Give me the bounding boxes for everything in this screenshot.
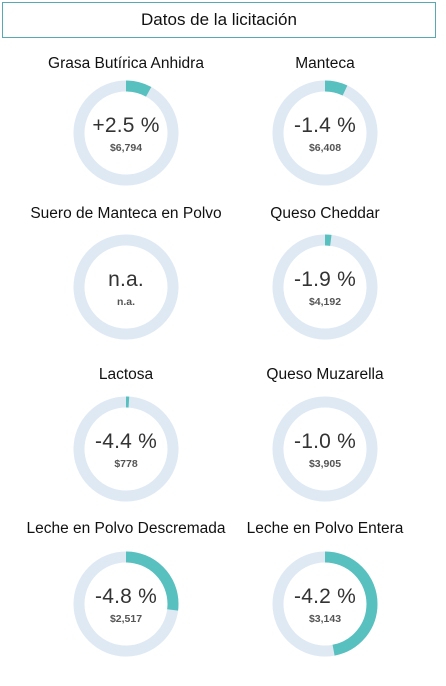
donut-leche-en-polvo-entera: -4.2 % $3,143 (270, 549, 380, 659)
donut-svg (73, 80, 179, 186)
donut-suero-de-manteca-en-polvo: n.a. n.a. (71, 232, 181, 342)
donut-label-lactosa: Lactosa (98, 366, 154, 383)
donut-price-value: $2,517 (109, 613, 143, 625)
donut-queso-cheddar: -1.9 % $4,192 (270, 232, 380, 342)
donut-price-value: $3,143 (308, 613, 342, 625)
donut-label-queso-cheddar: Queso Cheddar (270, 205, 380, 222)
donut-change-value: -1.9 % (294, 268, 356, 291)
donut-change-value: -4.8 % (95, 585, 157, 608)
donut-label-grasa-butirica-anhidra: Grasa Butírica Anhidra (48, 55, 204, 72)
donut-svg (272, 396, 378, 502)
donut-price-value: $6,794 (109, 142, 143, 154)
donut-fill-arc (272, 80, 378, 186)
donut-fill-arc (272, 234, 378, 340)
page-title: Datos de la licitación (2, 2, 436, 38)
donut-label-leche-en-polvo-descremada: Leche en Polvo Descremada (26, 520, 226, 537)
donut-svg (272, 234, 378, 340)
donut-lactosa: -4.4 % $778 (71, 394, 181, 504)
donut-fill-arc (73, 396, 179, 502)
donut-track (272, 396, 378, 502)
donut-svg (73, 551, 179, 657)
donut-track (73, 234, 179, 340)
donut-price-value: $778 (114, 458, 138, 470)
donut-change-value: -1.4 % (294, 114, 356, 137)
donut-fill-arc (272, 551, 378, 657)
donut-manteca: -1.4 % $6,408 (270, 78, 380, 188)
donut-change-value: -4.4 % (95, 430, 157, 453)
donut-change-value: -4.2 % (294, 585, 356, 608)
donut-leche-en-polvo-descremada: -4.8 % $2,517 (71, 549, 181, 659)
donut-label-suero-de-manteca-en-polvo: Suero de Manteca en Polvo (30, 205, 222, 222)
donut-price-value: n.a. (116, 296, 136, 308)
donut-label-leche-en-polvo-entera: Leche en Polvo Entera (246, 520, 404, 537)
donut-change-value: -1.0 % (294, 430, 356, 453)
donut-fill-arc (73, 80, 179, 186)
donut-price-value: $3,905 (308, 458, 342, 470)
donut-price-value: $4,192 (308, 296, 342, 308)
donut-svg (272, 551, 378, 657)
donut-svg (73, 234, 179, 340)
donut-label-queso-muzarella: Queso Muzarella (266, 366, 384, 383)
donut-price-value: $6,408 (308, 142, 342, 154)
donut-svg (272, 80, 378, 186)
donut-change-value: n.a. (108, 268, 144, 291)
donut-fill-arc (73, 551, 179, 657)
donut-svg (73, 396, 179, 502)
donut-grasa-butirica-anhidra: +2.5 % $6,794 (71, 78, 181, 188)
donut-queso-muzarella: -1.0 % $3,905 (270, 394, 380, 504)
donut-label-manteca: Manteca (295, 55, 355, 72)
donut-change-value: +2.5 % (92, 114, 160, 137)
